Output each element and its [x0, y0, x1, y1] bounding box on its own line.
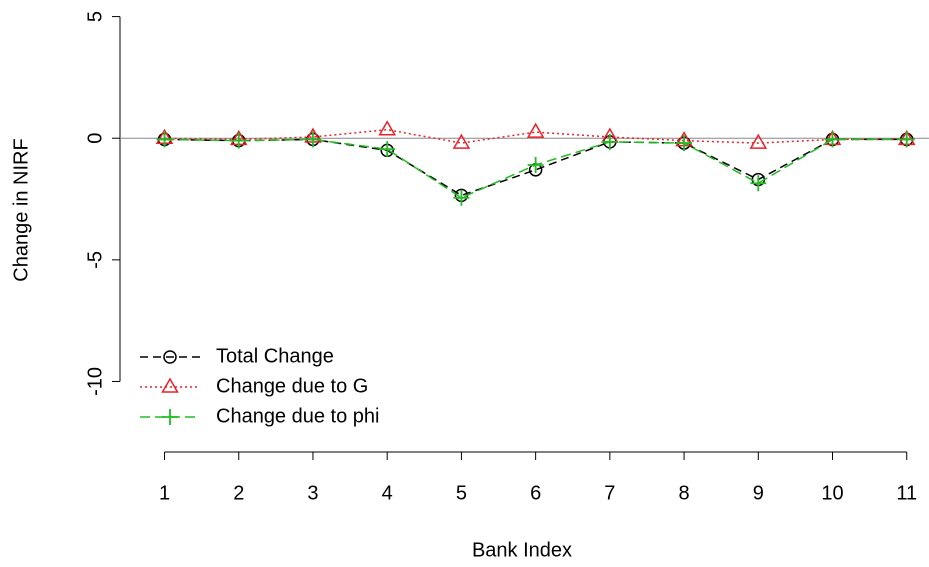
y-tick-label: 5: [84, 11, 106, 22]
legend-label: Change due to phi: [216, 405, 379, 427]
x-tick-label: 1: [159, 482, 170, 504]
point-marker: [230, 132, 247, 149]
y-tick-label: -10: [84, 367, 106, 396]
point-marker: [453, 189, 470, 206]
legend-marker: [163, 350, 177, 364]
point-marker: [824, 131, 841, 148]
x-tick-label: 2: [233, 482, 244, 504]
x-tick-label: 5: [456, 482, 467, 504]
x-axis-label: Bank Index: [472, 539, 572, 561]
x-tick-label: 6: [530, 482, 541, 504]
y-axis-label: Change in NIRF: [10, 138, 32, 281]
point-marker: [304, 131, 321, 148]
y-tick-label: 0: [84, 133, 106, 144]
point-marker: [601, 133, 618, 150]
point-marker: [749, 133, 768, 149]
point-marker: [527, 156, 544, 173]
point-marker: [750, 175, 767, 192]
x-tick-label: 11: [896, 482, 917, 504]
legend-label: Change due to G: [216, 375, 368, 397]
point-marker: [379, 141, 396, 158]
point-marker: [378, 120, 396, 136]
y-tick-label: -5: [84, 251, 106, 269]
point-marker: [452, 133, 471, 149]
x-tick-label: 3: [307, 482, 318, 504]
x-tick-label: 7: [604, 482, 615, 504]
point-marker: [676, 135, 693, 152]
point-marker: [898, 131, 915, 148]
legend-label: Total Change: [216, 345, 334, 367]
x-tick-label: 10: [821, 482, 843, 504]
legend-marker: [162, 409, 178, 425]
x-tick-label: 9: [753, 482, 764, 504]
legend-marker: [161, 377, 179, 393]
x-tick-label: 8: [679, 482, 690, 504]
point-marker: [156, 131, 173, 148]
x-tick-label: 4: [382, 482, 393, 504]
point-marker: [526, 122, 545, 138]
series-line: [164, 128, 907, 144]
